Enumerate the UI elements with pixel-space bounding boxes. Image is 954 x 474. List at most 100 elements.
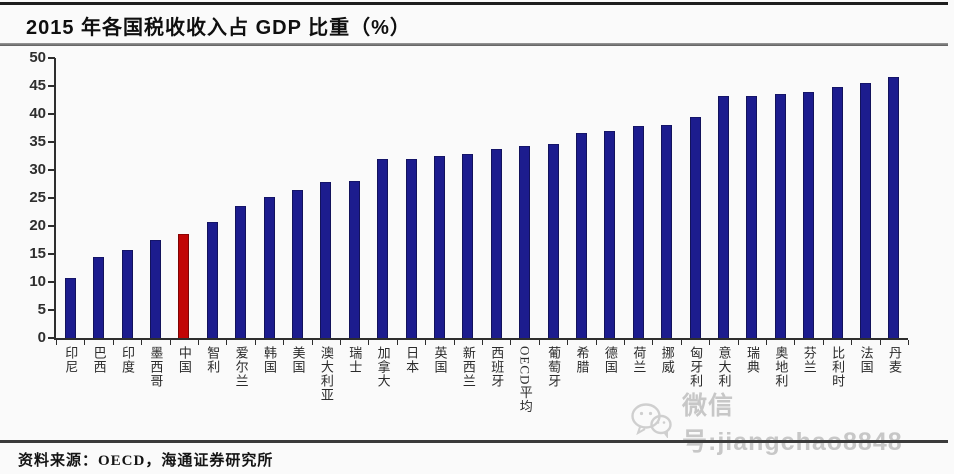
x-tick xyxy=(510,340,512,345)
x-label-slot: 荷兰 xyxy=(624,346,652,413)
x-tick xyxy=(766,340,767,345)
title-divider-line xyxy=(0,43,948,46)
x-label-slot: 墨西哥 xyxy=(141,346,169,413)
bar-slot xyxy=(795,58,823,338)
bar-slot xyxy=(482,58,510,338)
x-label-slot: 比利时 xyxy=(823,346,851,413)
x-label: 匈牙利 xyxy=(688,346,704,388)
x-label: 美国 xyxy=(290,346,306,374)
x-tick xyxy=(56,340,57,345)
bar xyxy=(689,117,701,338)
bar xyxy=(433,156,445,338)
y-tick xyxy=(48,113,55,115)
bar xyxy=(519,145,531,338)
x-label-slot: 智利 xyxy=(198,346,226,413)
x-label: 巴西 xyxy=(91,346,107,374)
bar-slot xyxy=(141,58,169,338)
y-tick xyxy=(48,309,55,311)
y-tick-label: 45 xyxy=(29,77,46,94)
bar-slot xyxy=(766,58,794,338)
y-tick xyxy=(48,253,55,255)
bar xyxy=(831,87,843,338)
x-tick xyxy=(112,340,114,345)
x-label: 德国 xyxy=(602,346,618,374)
x-tick xyxy=(340,340,341,345)
bar-slot xyxy=(738,58,766,338)
x-label: 法国 xyxy=(858,346,874,374)
x-label: 印尼 xyxy=(63,346,79,374)
bar-slot xyxy=(709,58,737,338)
y-tick-label: 10 xyxy=(29,273,46,290)
y-tick-label: 50 xyxy=(29,49,46,66)
bar-slot xyxy=(84,58,112,338)
plot-area xyxy=(56,58,908,338)
x-tick xyxy=(368,340,370,345)
y-tick-label: 30 xyxy=(29,161,46,178)
x-label-slot: 奥地利 xyxy=(766,346,794,413)
x-label-slot: 瑞典 xyxy=(738,346,766,413)
bar xyxy=(93,257,105,338)
x-tick xyxy=(737,340,739,345)
x-label-slot: 韩国 xyxy=(255,346,283,413)
x-tick xyxy=(311,340,313,345)
x-label: OECD平均 xyxy=(517,346,533,414)
bar-slot xyxy=(823,58,851,338)
y-tick-label: 20 xyxy=(29,217,46,234)
bar xyxy=(547,144,559,338)
bar-slot xyxy=(198,58,226,338)
x-tick xyxy=(652,340,654,345)
x-label: 爱尔兰 xyxy=(233,346,249,388)
x-tick xyxy=(538,340,540,345)
bar xyxy=(263,196,275,338)
bar-slot xyxy=(596,58,624,338)
y-tick xyxy=(48,337,55,339)
x-label: 葡萄牙 xyxy=(546,346,562,388)
x-tick xyxy=(226,340,228,345)
x-tick xyxy=(425,340,427,345)
bar-slot xyxy=(681,58,709,338)
x-tick xyxy=(141,340,143,345)
bar xyxy=(604,131,616,338)
y-tick xyxy=(48,85,55,87)
x-tick xyxy=(680,340,682,345)
x-label-slot: 意大利 xyxy=(709,346,737,413)
x-tick xyxy=(709,340,711,345)
x-tick xyxy=(879,340,881,345)
bar-slot xyxy=(312,58,340,338)
y-tick-label: 25 xyxy=(29,189,46,206)
x-label: 日本 xyxy=(404,346,420,374)
bar xyxy=(490,148,502,338)
bar-slot xyxy=(880,58,908,338)
bar xyxy=(632,126,644,338)
x-label-slot: 丹麦 xyxy=(880,346,908,413)
bar xyxy=(64,277,76,338)
x-label-slot: 德国 xyxy=(596,346,624,413)
x-label-slot: 英国 xyxy=(425,346,453,413)
x-label: 希腊 xyxy=(574,346,590,374)
x-tick xyxy=(908,340,909,345)
bar-slot xyxy=(255,58,283,338)
bar-slot xyxy=(511,58,539,338)
bar-slot xyxy=(56,58,84,338)
bar xyxy=(235,205,247,338)
x-tick xyxy=(198,340,199,345)
y-tick-label: 15 xyxy=(29,245,46,262)
x-label: 意大利 xyxy=(716,346,732,388)
x-label-slot: 挪威 xyxy=(653,346,681,413)
x-label: 英国 xyxy=(432,346,448,374)
bar xyxy=(746,95,758,338)
y-tick-label: 0 xyxy=(37,329,46,346)
y-tick xyxy=(48,169,55,171)
x-label: 丹麦 xyxy=(886,346,902,374)
x-tick xyxy=(254,340,256,345)
bar xyxy=(888,77,900,338)
x-axis-labels: 印尼 巴西 印度 墨西哥 中国 智利 爱尔兰 韩国 美国 澳大利亚 瑞士 加拿大 日本 英国 新西兰 西班牙 O… xyxy=(56,346,908,413)
y-tick xyxy=(48,57,55,59)
bar xyxy=(661,124,673,338)
x-label: 挪威 xyxy=(659,346,675,374)
x-label-slot: 印尼 xyxy=(56,346,84,413)
y-tick xyxy=(48,197,55,199)
x-tick xyxy=(822,340,824,345)
x-label-slot: 美国 xyxy=(283,346,311,413)
y-tick-label: 5 xyxy=(37,301,46,318)
